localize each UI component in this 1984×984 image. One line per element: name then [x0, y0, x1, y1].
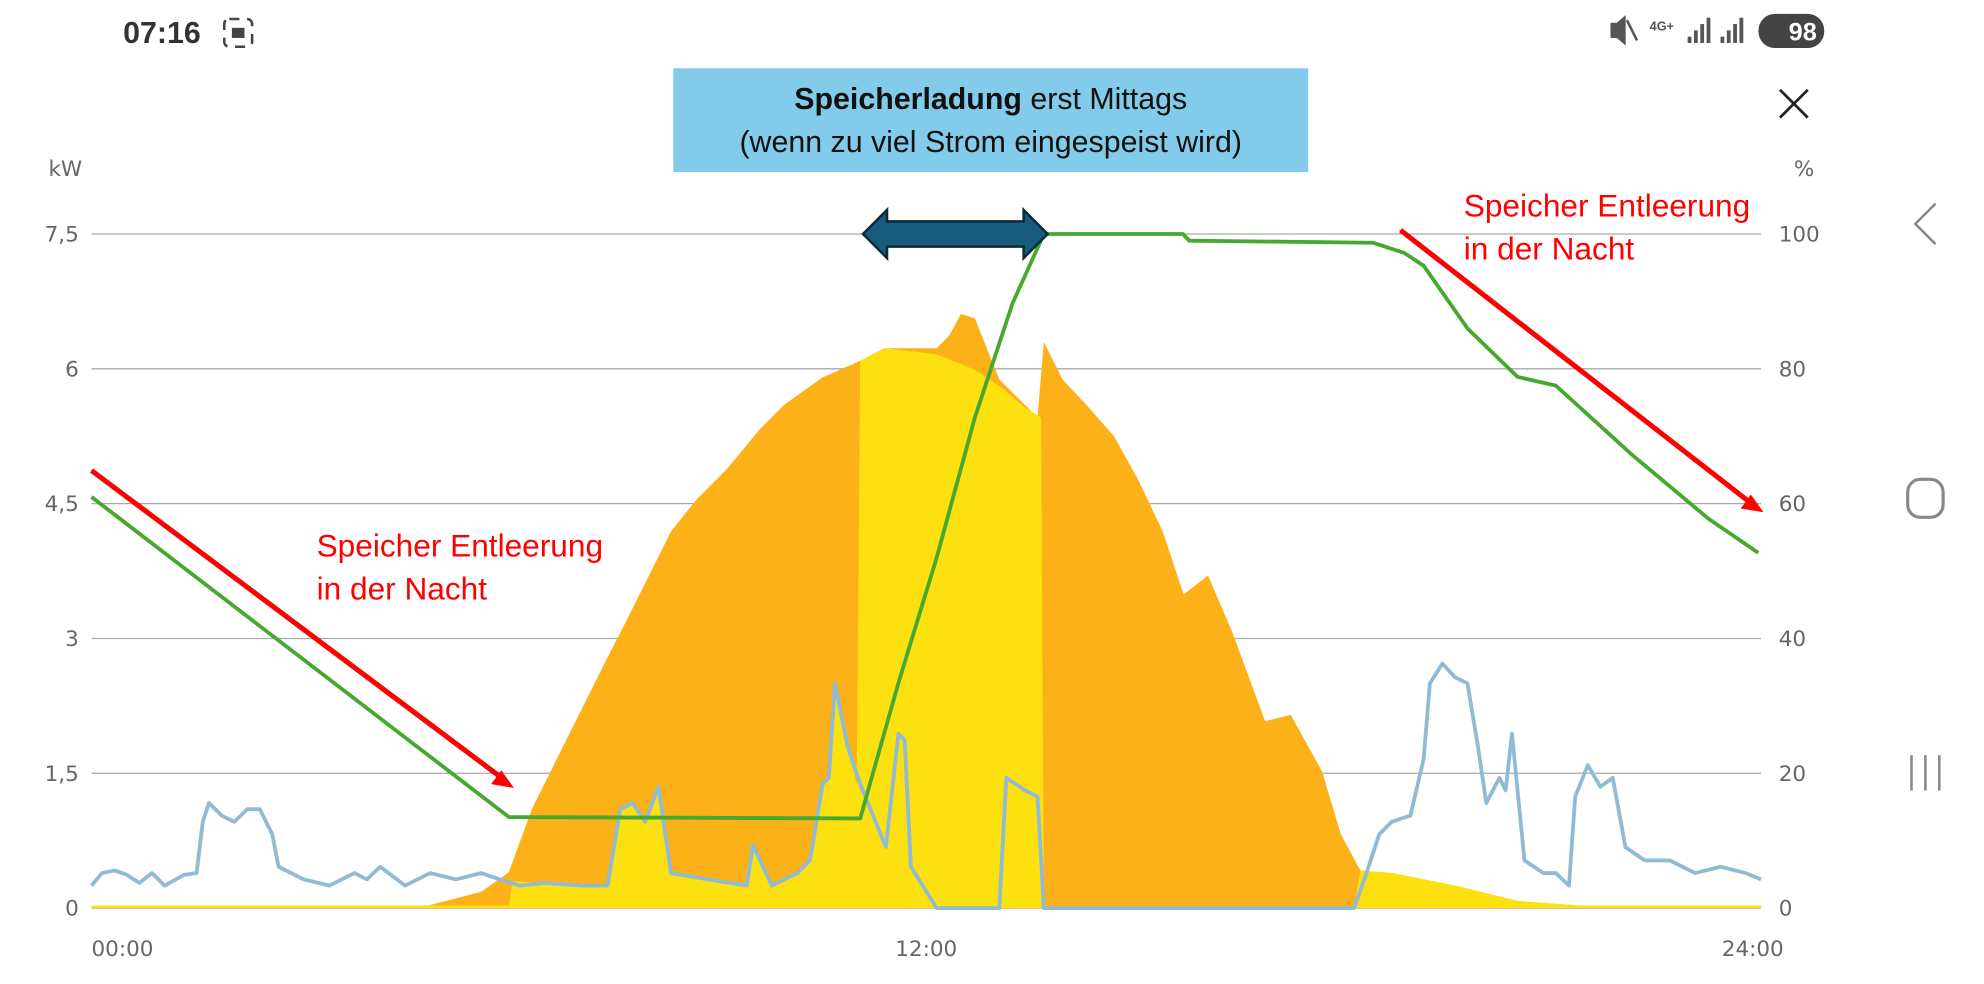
y-left-tick: 0	[65, 897, 79, 922]
callout-line2: (wenn zu viel Strom eingespeist wird)	[739, 126, 1242, 159]
home-icon[interactable]	[1906, 477, 1945, 519]
signal-icon	[1687, 17, 1744, 44]
x-tick: 00:00	[91, 937, 153, 962]
back-icon[interactable]	[1913, 202, 1937, 245]
recents-icon[interactable]	[1910, 755, 1941, 791]
x-tick: 12:00	[895, 937, 957, 962]
annotation-left-line1: Speicher Entleerung	[317, 528, 603, 564]
close-icon[interactable]	[1771, 81, 1817, 127]
callout-rest: erst Mittags	[1022, 83, 1187, 116]
callout-box: Speicherladung erst Mittags (wenn zu vie…	[673, 68, 1309, 173]
y-left-tick: 1,5	[45, 762, 79, 787]
y-right-tick: 40	[1779, 627, 1806, 652]
annotation-right-line2: in der Nacht	[1464, 230, 1635, 266]
y-left-tick: 7,5	[45, 223, 79, 248]
x-tick: 24:00	[1722, 937, 1784, 962]
y-right-tick: 20	[1779, 762, 1806, 787]
annotation-left-line2: in der Nacht	[317, 571, 488, 607]
y-right-unit: %	[1794, 157, 1814, 182]
y-right-tick: 60	[1779, 492, 1806, 517]
arrow-right	[1398, 228, 1764, 513]
arrow-left	[89, 468, 514, 788]
battery-level: 98	[1789, 18, 1817, 46]
area-self-use	[91, 348, 1761, 909]
line-consumption	[90, 661, 1762, 911]
status-time: 07:16	[123, 17, 201, 50]
y-left-unit: kW	[48, 157, 82, 182]
network-type: 4G+	[1650, 19, 1674, 33]
y-left-tick: 3	[65, 627, 79, 652]
line-battery-soc	[90, 232, 1760, 821]
y-right-tick: 0	[1779, 897, 1793, 922]
battery-icon: 98	[1758, 13, 1825, 49]
screenshot-icon	[223, 17, 254, 49]
y-left-tick: 6	[65, 357, 79, 382]
mute-icon	[1610, 15, 1639, 46]
double-arrow	[861, 206, 1050, 262]
annotation-right-line1: Speicher Entleerung	[1464, 187, 1750, 223]
svg-text:Speicherladung erst Mittags: Speicherladung erst Mittags	[794, 83, 1187, 116]
y-left-tick: 4,5	[45, 492, 79, 517]
y-right-tick: 100	[1779, 223, 1820, 248]
y-right-tick: 80	[1779, 357, 1806, 382]
callout-bold: Speicherladung	[794, 83, 1022, 116]
